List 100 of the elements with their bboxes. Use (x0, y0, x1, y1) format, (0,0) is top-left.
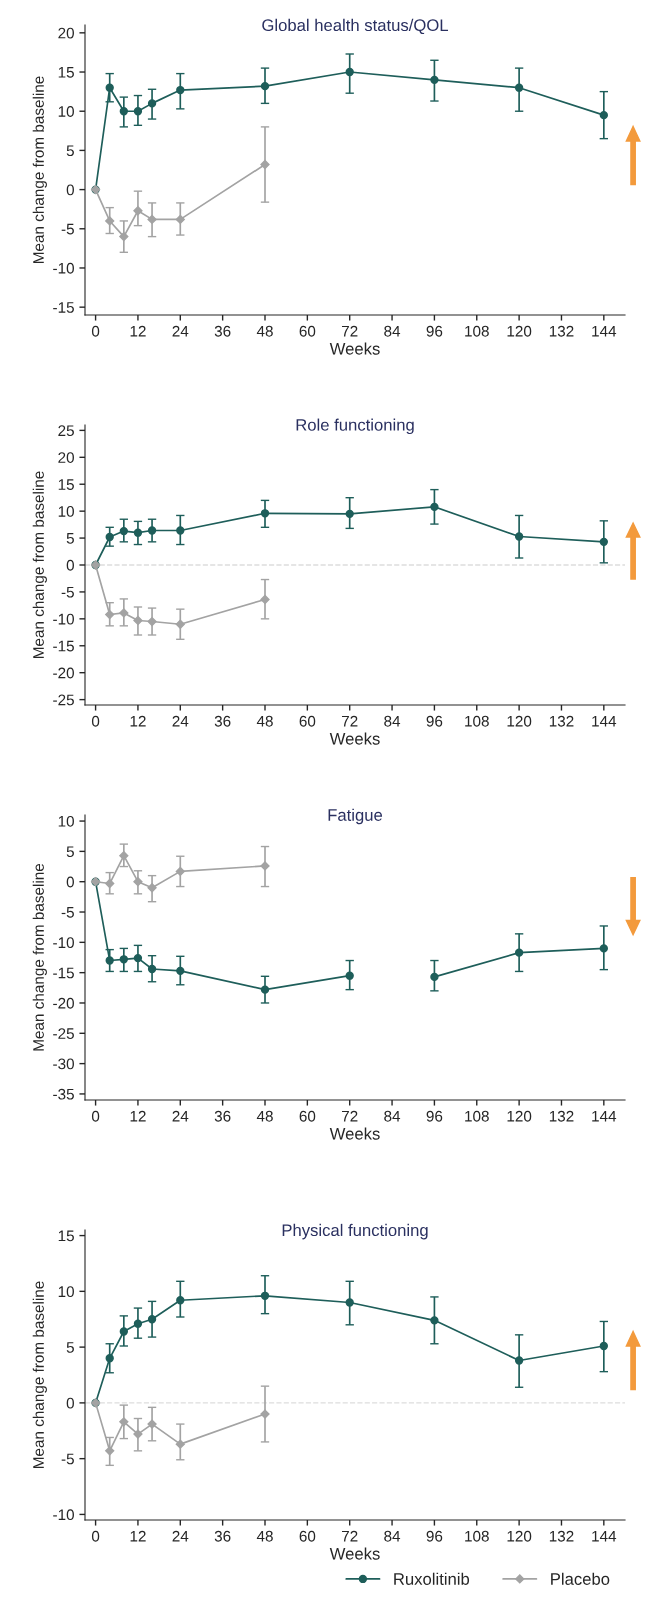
x-tick-label: 120 (507, 1110, 532, 1122)
y-tick-label: 5 (66, 846, 74, 858)
x-tick-label: 0 (91, 1530, 100, 1542)
x-tick-label: 96 (426, 325, 443, 337)
chart-title: Physical functioning (282, 1223, 428, 1240)
x-tick-label: 36 (214, 1530, 231, 1542)
y-tick-label: 10 (58, 506, 74, 517)
y-tick-label: 0 (66, 184, 74, 196)
y-tick-label: 10 (58, 1286, 74, 1298)
x-tick-label: 120 (507, 1530, 532, 1542)
y-tick-label: 0 (66, 1397, 74, 1409)
x-tick-label: 96 (426, 715, 443, 727)
chart-title: Role functioning (296, 418, 414, 435)
x-tick-label: 132 (549, 1110, 574, 1122)
x-tick-label: 132 (549, 715, 574, 727)
x-tick-label: 72 (341, 1110, 358, 1122)
y-tick-label: -5 (61, 223, 74, 235)
y-tick-label: -20 (53, 667, 74, 679)
x-tick-label: 12 (130, 715, 146, 727)
y-tick-label: -30 (53, 1058, 74, 1070)
legend-label: Ruxolitinib (394, 1572, 470, 1585)
x-tick-label: 12 (130, 325, 146, 337)
x-tick-label: 72 (341, 715, 358, 727)
legend-label: Placebo (551, 1572, 610, 1585)
x-axis-title: Weeks (329, 1127, 380, 1140)
x-tick-label: 84 (384, 325, 401, 337)
x-tick-label: 84 (384, 715, 401, 727)
y-tick-label: -10 (53, 262, 74, 274)
x-tick-label: 144 (592, 325, 617, 337)
x-tick-label: 84 (384, 1530, 401, 1542)
x-tick-label: 12 (130, 1530, 146, 1542)
y-tick-label: -15 (53, 640, 74, 652)
y-tick-label: 15 (58, 67, 74, 78)
x-tick-label: 0 (91, 325, 100, 337)
x-tick-label: 48 (256, 1530, 273, 1542)
x-tick-label: 12 (130, 1110, 146, 1122)
x-tick-label: 24 (172, 1530, 189, 1542)
y-tick-label: 0 (66, 876, 74, 888)
x-tick-label: 120 (507, 325, 532, 337)
y-tick-label: -25 (53, 1028, 74, 1039)
x-tick-label: 36 (214, 325, 231, 337)
y-axis-title: Mean change from baseline (32, 76, 47, 264)
x-tick-label: 72 (341, 325, 358, 337)
y-tick-label: 20 (58, 452, 74, 463)
y-tick-label: 25 (58, 425, 74, 437)
y-tick-label: -20 (53, 997, 74, 1009)
x-tick-label: 96 (426, 1530, 443, 1542)
y-tick-label: -10 (53, 1509, 74, 1521)
x-tick-label: 36 (214, 715, 231, 727)
x-tick-label: 0 (91, 1110, 100, 1122)
x-tick-label: 144 (592, 1530, 617, 1542)
y-tick-label: 0 (66, 559, 74, 571)
y-axis-title: Mean change from baseline (32, 1281, 47, 1469)
x-tick-label: 48 (256, 325, 273, 337)
x-tick-label: 132 (549, 1530, 574, 1542)
chart-title: Fatigue (328, 808, 383, 825)
x-axis-title: Weeks (329, 732, 380, 745)
x-tick-label: 60 (299, 1530, 316, 1542)
x-tick-label: 24 (172, 325, 189, 337)
chart-title: Global health status/QOL (262, 18, 449, 35)
y-tick-label: 10 (58, 106, 74, 117)
y-tick-label: 20 (58, 27, 74, 39)
y-tick-label: 15 (58, 479, 74, 490)
x-tick-label: 72 (341, 1530, 358, 1542)
y-tick-label: -10 (53, 613, 74, 625)
y-tick-label: 5 (66, 145, 74, 157)
x-tick-label: 108 (465, 1110, 489, 1122)
x-tick-label: 84 (384, 1110, 401, 1122)
x-tick-label: 48 (256, 1110, 273, 1122)
x-tick-label: 108 (465, 325, 489, 337)
y-tick-label: -35 (53, 1088, 74, 1100)
y-tick-label: 5 (66, 1342, 74, 1353)
y-tick-label: -15 (53, 302, 74, 313)
x-tick-label: 36 (214, 1110, 231, 1122)
y-axis-title: Mean change from baseline (32, 863, 47, 1051)
x-tick-label: 120 (507, 715, 532, 727)
y-tick-label: 10 (58, 815, 74, 827)
y-tick-label: -25 (53, 694, 74, 706)
x-tick-label: 96 (426, 1110, 443, 1122)
x-tick-label: 24 (172, 1110, 189, 1122)
x-tick-label: 24 (172, 715, 189, 727)
x-tick-label: 144 (592, 1110, 617, 1122)
x-tick-label: 108 (465, 1530, 489, 1542)
y-tick-label: 5 (66, 533, 74, 544)
x-tick-label: 48 (256, 715, 273, 727)
x-axis-title: Weeks (329, 342, 380, 355)
x-tick-label: 132 (549, 325, 574, 337)
x-tick-label: 144 (592, 715, 617, 727)
x-tick-label: 60 (299, 715, 316, 727)
y-tick-label: -5 (61, 586, 74, 598)
y-tick-label: -15 (53, 967, 74, 979)
x-tick-label: 0 (91, 715, 100, 727)
x-tick-label: 60 (299, 325, 316, 337)
x-tick-label: 108 (465, 715, 489, 727)
x-axis-title: Weeks (329, 1547, 380, 1560)
y-tick-label: -5 (61, 1453, 74, 1465)
y-axis-title: Mean change from baseline (32, 471, 47, 659)
x-tick-label: 60 (299, 1110, 316, 1122)
y-tick-label: -10 (53, 937, 74, 949)
y-tick-label: -5 (61, 907, 74, 918)
